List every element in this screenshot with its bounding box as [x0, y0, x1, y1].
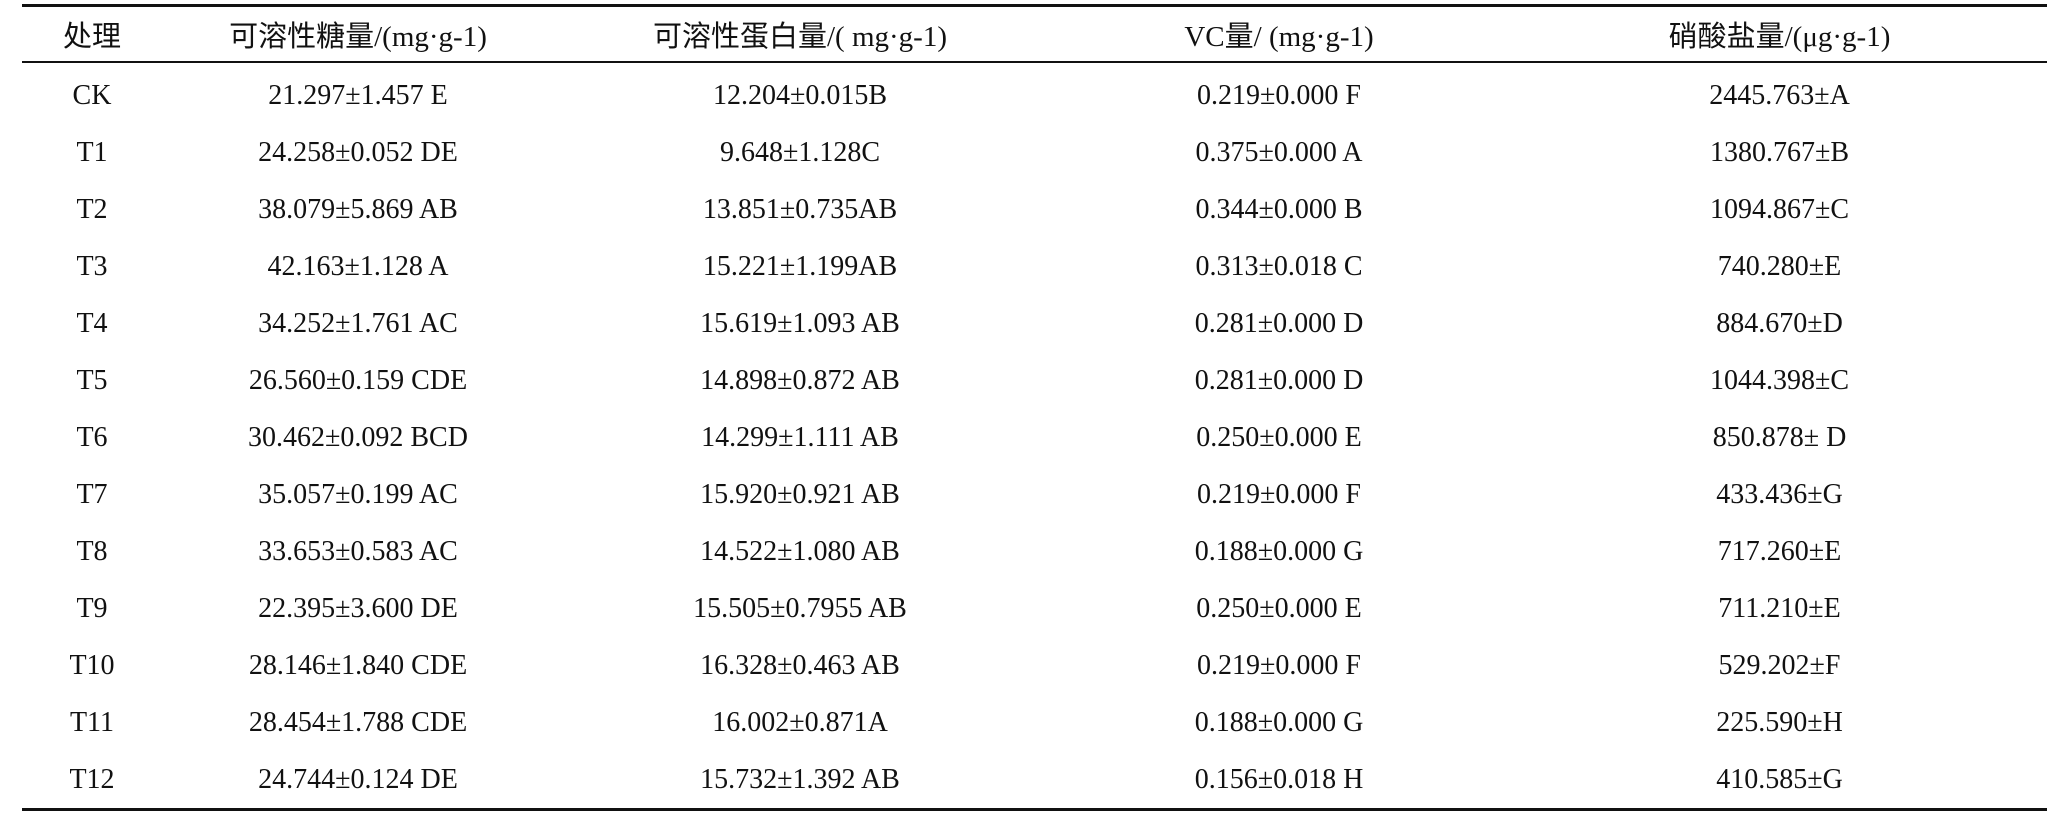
soluble-protein-cell: 15.920±0.921 AB: [700, 478, 900, 510]
vitamin-c-cell: 0.250±0.000 E: [1196, 592, 1362, 624]
soluble-protein-cell: 14.522±1.080 AB: [700, 535, 900, 567]
header-treatment: 处理: [62, 21, 121, 53]
vitamin-c-cell: 0.344±0.000 B: [1195, 193, 1363, 225]
treatment-cell: T7: [76, 478, 108, 510]
treatment-cell: T1: [76, 136, 108, 168]
vitamin-c-cell: 0.219±0.000 F: [1197, 478, 1361, 510]
soluble-sugar-cell: 33.653±0.583 AC: [258, 535, 458, 567]
soluble-sugar-cell: 35.057±0.199 AC: [258, 478, 458, 510]
soluble-sugar-cell: 28.146±1.840 CDE: [248, 649, 468, 681]
table-header: 处理 可溶性糖量/(mg·g-1) 可溶性蛋白量/( mg·g-1) VC量/ …: [22, 5, 2047, 62]
soluble-sugar-cell: 34.252±1.761 AC: [258, 307, 458, 339]
table-row: T10 28.146±1.840 CDE 16.328±0.463 AB 0.219±…: [22, 637, 2047, 694]
treatment-cell: T2: [76, 193, 108, 225]
vitamin-c-cell: 0.250±0.000 E: [1196, 421, 1362, 453]
treatment-cell: T6: [76, 421, 108, 453]
vitamin-c-cell: 0.281±0.000 D: [1194, 364, 1364, 396]
table-body: CK 21.297±1.457 E 12.204±0.015B 0.219±0.000…: [22, 62, 2047, 810]
treatment-cell: T8: [76, 535, 108, 567]
table-row: T9 22.395±3.600 DE 15.505±0.7955 AB 0.250±0…: [22, 580, 2047, 637]
nitrate-cell: 717.260±E: [1717, 535, 1842, 567]
nitrate-cell: 433.436±G: [1716, 478, 1843, 510]
treatment-cell: T5: [76, 364, 108, 396]
nitrate-cell: 1380.767±B: [1709, 136, 1850, 168]
table-row: T7 35.057±0.199 AC 15.920±0.921 AB 0.219±0.…: [22, 466, 2047, 523]
vitamin-c-cell: 0.375±0.000 A: [1195, 136, 1363, 168]
table-row: T12 24.744±0.124 DE 15.732±1.392 AB 0.156±0…: [22, 751, 2047, 810]
soluble-protein-cell: 16.328±0.463 AB: [700, 649, 900, 681]
header-row: 处理 可溶性糖量/(mg·g-1) 可溶性蛋白量/( mg·g-1) VC量/ …: [22, 5, 2047, 62]
nitrate-cell: 884.670±D: [1716, 307, 1843, 339]
vitamin-c-cell: 0.281±0.000 D: [1194, 307, 1364, 339]
table-row: T8 33.653±0.583 AC 14.522±1.080 AB 0.188±0.…: [22, 523, 2047, 580]
vitamin-c-cell: 0.219±0.000 F: [1197, 79, 1361, 111]
soluble-protein-cell: 9.648±1.128C: [719, 136, 881, 168]
soluble-protein-cell: 14.898±0.872 AB: [700, 364, 900, 396]
header-vitamin-c: VC量/ (mg·g-1): [1184, 21, 1374, 53]
soluble-sugar-cell: 22.395±3.600 DE: [258, 592, 458, 624]
table-row: T2 38.079±5.869 AB 13.851±0.735AB 0.344±0.0…: [22, 181, 2047, 238]
soluble-protein-cell: 15.732±1.392 AB: [700, 763, 900, 795]
soluble-sugar-cell: 38.079±5.869 AB: [258, 193, 458, 225]
table-row: T5 26.560±0.159 CDE 14.898±0.872 AB 0.281±0…: [22, 352, 2047, 409]
soluble-protein-cell: 15.505±0.7955 AB: [693, 592, 907, 624]
nitrate-cell: 225.590±H: [1716, 706, 1843, 738]
table-row: T1 24.258±0.052 DE 9.648±1.128C 0.375±0.000…: [22, 124, 2047, 181]
header-soluble-protein: 可溶性蛋白量/( mg·g-1): [653, 21, 947, 53]
table-row: T3 42.163±1.128 A 15.221±1.199AB 0.313±0.01…: [22, 238, 2047, 295]
vitamin-c-cell: 0.188±0.000 G: [1194, 706, 1364, 738]
treatment-cell: T9: [76, 592, 108, 624]
soluble-sugar-cell: 42.163±1.128 A: [267, 250, 449, 282]
soluble-sugar-cell: 24.258±0.052 DE: [258, 136, 458, 168]
soluble-sugar-cell: 24.744±0.124 DE: [258, 763, 458, 795]
nitrate-cell: 740.280±E: [1717, 250, 1842, 282]
header-nitrate: 硝酸盐量/(μg·g-1): [1668, 21, 1891, 53]
soluble-sugar-cell: 30.462±0.092 BCD: [248, 421, 468, 453]
nitrate-cell: 529.202±F: [1718, 649, 1841, 681]
soluble-protein-cell: 13.851±0.735AB: [702, 193, 898, 225]
nitrate-cell: 711.210±E: [1718, 592, 1841, 624]
nitrate-cell: 2445.763±A: [1709, 79, 1850, 111]
treatment-cell: T10: [69, 649, 115, 681]
data-table-container: 处理 可溶性糖量/(mg·g-1) 可溶性蛋白量/( mg·g-1) VC量/ …: [22, 4, 2047, 811]
treatment-cell: CK: [72, 79, 112, 111]
soluble-sugar-cell: 28.454±1.788 CDE: [248, 706, 468, 738]
treatment-cell: T3: [76, 250, 108, 282]
soluble-protein-cell: 16.002±0.871A: [712, 706, 888, 738]
results-table: 处理 可溶性糖量/(mg·g-1) 可溶性蛋白量/( mg·g-1) VC量/ …: [22, 4, 2047, 811]
header-soluble-sugar: 可溶性糖量/(mg·g-1): [229, 21, 487, 53]
nitrate-cell: 1094.867±C: [1709, 193, 1850, 225]
treatment-cell: T12: [69, 763, 115, 795]
vitamin-c-cell: 0.219±0.000 F: [1197, 649, 1361, 681]
table-row: T4 34.252±1.761 AC 15.619±1.093 AB 0.281±0.…: [22, 295, 2047, 352]
table-row: T6 30.462±0.092 BCD 14.299±1.111 AB 0.250±0…: [22, 409, 2047, 466]
soluble-protein-cell: 15.619±1.093 AB: [700, 307, 900, 339]
vitamin-c-cell: 0.313±0.018 C: [1195, 250, 1363, 282]
soluble-protein-cell: 15.221±1.199AB: [702, 250, 898, 282]
vitamin-c-cell: 0.156±0.018 H: [1194, 763, 1364, 795]
treatment-cell: T4: [76, 307, 108, 339]
vitamin-c-cell: 0.188±0.000 G: [1194, 535, 1364, 567]
table-row: CK 21.297±1.457 E 12.204±0.015B 0.219±0.000…: [22, 62, 2047, 124]
nitrate-cell: 410.585±G: [1716, 763, 1843, 795]
nitrate-cell: 850.878± D: [1712, 421, 1847, 453]
soluble-sugar-cell: 26.560±0.159 CDE: [248, 364, 468, 396]
soluble-sugar-cell: 21.297±1.457 E: [268, 79, 448, 111]
nitrate-cell: 1044.398±C: [1709, 364, 1850, 396]
treatment-cell: T11: [69, 706, 115, 738]
table-row: T11 28.454±1.788 CDE 16.002±0.871A 0.188±0.…: [22, 694, 2047, 751]
soluble-protein-cell: 12.204±0.015B: [712, 79, 888, 111]
soluble-protein-cell: 14.299±1.111 AB: [701, 421, 899, 453]
